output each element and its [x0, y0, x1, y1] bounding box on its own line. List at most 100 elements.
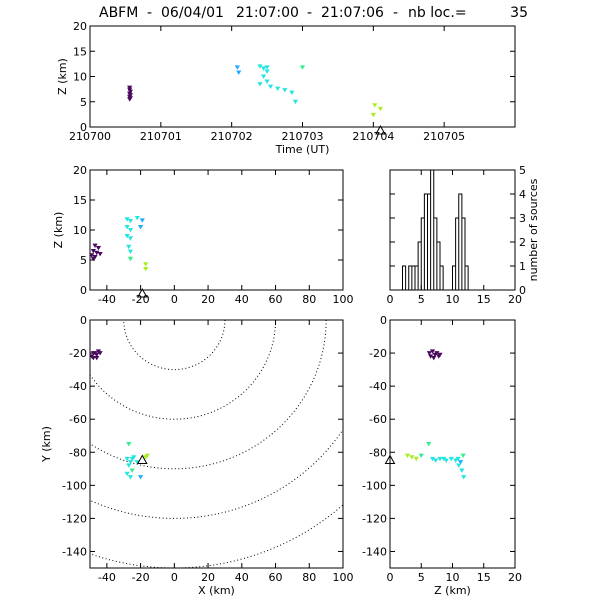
y-tick-label: 0: [80, 314, 87, 327]
y-axis-label: number of sources: [527, 178, 540, 281]
source-point: [429, 349, 436, 354]
source-point: [443, 458, 449, 463]
source-point: [431, 356, 437, 361]
source-point: [97, 351, 103, 356]
source-point: [124, 234, 130, 239]
source-point: [260, 74, 267, 79]
y-tick-label: -120: [62, 512, 87, 525]
source-point: [299, 65, 306, 70]
station-marker: [136, 287, 148, 298]
source-point: [126, 442, 132, 447]
y-tick-label: 5: [80, 96, 87, 109]
source-point: [138, 475, 144, 480]
x-tick-label: 210702: [211, 130, 253, 143]
x-tick-label: 210703: [282, 130, 324, 143]
source-point: [236, 70, 242, 75]
source-point: [461, 475, 467, 480]
plot-frame: [89, 169, 344, 291]
source-point: [460, 453, 466, 458]
source-point: [455, 456, 461, 462]
x-tick-label: 15: [477, 293, 491, 306]
source-point: [289, 90, 295, 96]
y-tick-label: 0: [80, 121, 87, 134]
x-tick-label: 60: [269, 293, 283, 306]
source-point: [426, 442, 432, 447]
x-tick-label: 15: [477, 571, 491, 584]
x-tick-label: 100: [333, 571, 354, 584]
source-point: [459, 468, 465, 473]
y-axis-label: Y (km): [40, 426, 53, 463]
y-tick-label: -40: [69, 380, 87, 393]
source-point: [134, 216, 140, 221]
source-point: [434, 351, 440, 356]
x-tick-label: 60: [269, 571, 283, 584]
source-point: [143, 262, 149, 267]
x-tick-label: 40: [235, 571, 249, 584]
y-tick-label: -80: [369, 446, 387, 459]
source-point: [138, 225, 144, 230]
y-tick-label: 10: [73, 224, 87, 237]
source-point: [377, 106, 384, 112]
y-tick-label: -100: [62, 479, 87, 492]
source-point: [458, 460, 464, 465]
x-tick-label: 210701: [140, 130, 182, 143]
y-tick-label: 0: [80, 284, 87, 297]
x-axis-label: Z (km): [434, 584, 471, 597]
x-tick-label: 10: [446, 571, 460, 584]
source-point: [413, 456, 419, 462]
source-point: [144, 453, 150, 458]
y-tick-label: -120: [362, 512, 387, 525]
source-point: [127, 249, 134, 254]
x-tick-label: 100: [333, 293, 354, 306]
y-tick-label: -140: [62, 545, 87, 558]
z-y-panel: 0 5 10 15 20 -140 -120 -100 -80 -60 -40 -20 0 Z (km): [362, 314, 522, 597]
source-point: [264, 69, 270, 74]
y-tick-label: 1: [519, 260, 526, 273]
y-tick-label: -100: [362, 479, 387, 492]
plan-view-panel: -40 -20 0 20 40 60 80 100 -140 -120 -100 -80 -60 -40 -…: [40, 314, 354, 597]
figure-title-end: 21:07:06: [321, 5, 384, 21]
x-tick-label: 210704: [352, 130, 394, 143]
source-point: [97, 252, 103, 257]
source-point: [453, 458, 459, 463]
source-point: [139, 218, 145, 223]
source-point: [124, 225, 130, 230]
x-tick-label: 20: [201, 571, 215, 584]
x-tick-label: 40: [235, 293, 249, 306]
source-point: [448, 456, 454, 462]
source-point: [234, 65, 240, 70]
source-point: [437, 352, 443, 358]
source-point: [264, 65, 270, 70]
x-tick-label: 5: [418, 293, 425, 306]
y-tick-label: 0: [380, 314, 387, 327]
figure-title-date: 06/04/01: [161, 5, 224, 21]
source-point: [409, 455, 415, 460]
y-tick-label: -80: [69, 446, 87, 459]
y-tick-label: -20: [69, 347, 87, 360]
source-point: [404, 453, 411, 458]
x-tick-label: 80: [302, 571, 316, 584]
y-tick-label: 15: [73, 45, 87, 58]
time-height-panel: 210700 210701 210702 210703 210704 210705 0 5 10…: [56, 20, 516, 156]
source-point: [257, 82, 263, 87]
x-tick-label: 0: [171, 571, 178, 584]
station-marker: [136, 454, 148, 465]
x-axis-label: Time (UT): [275, 143, 330, 156]
y-tick-label: 5: [519, 164, 526, 177]
source-point: [129, 468, 135, 473]
y-tick-label: 20: [73, 20, 87, 33]
source-point: [124, 471, 130, 477]
x-tick-label: 20: [201, 293, 215, 306]
source-point: [95, 246, 102, 251]
source-point: [257, 64, 263, 69]
y-tick-label: 10: [73, 71, 87, 84]
x-tick-label: 80: [302, 293, 316, 306]
plot-frame: [89, 319, 344, 569]
x-tick-label: -40: [98, 571, 116, 584]
source-point: [92, 243, 98, 248]
x-tick-label: 0: [387, 293, 394, 306]
y-tick-label: 5: [80, 254, 87, 267]
source-point: [282, 88, 288, 93]
